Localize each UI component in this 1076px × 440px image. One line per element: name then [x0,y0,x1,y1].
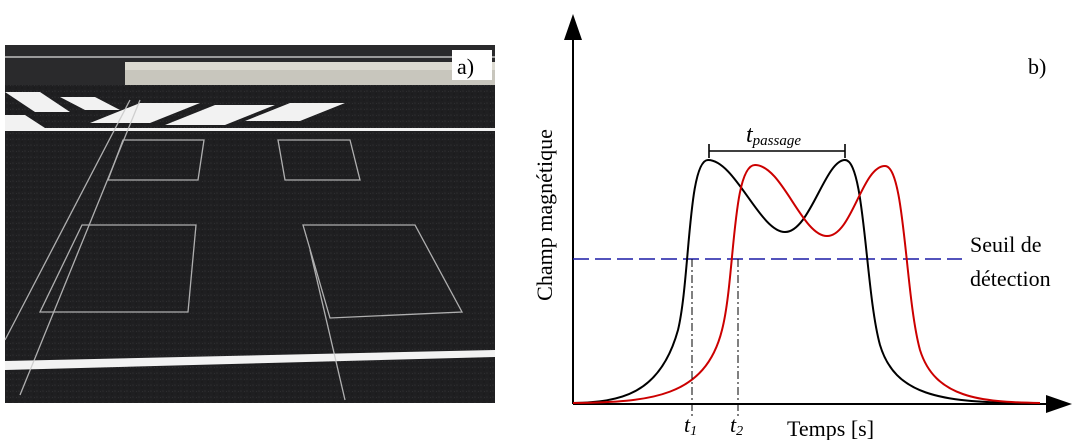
road-markings [5,92,495,131]
x-axis-arrow [1046,395,1072,413]
t2-label: t2 [730,412,743,439]
inductive-loops [4,99,464,401]
threshold-label-line2: détection [970,266,1051,291]
signal-curve-vehicle-1 [572,158,1021,404]
panel-a-label: a) [457,54,474,79]
x-axis-label: Temps [s] [787,416,874,440]
asphalt-surface [5,85,495,403]
signal-curve-vehicle-2 [572,163,1041,404]
lane-line [5,350,495,370]
threshold-label-line1: Seuil de [970,232,1042,257]
t-passage-label: tpassage [746,122,801,149]
y-axis-label: Champ magnétique [532,129,557,301]
y-axis-arrow [564,14,582,40]
panel-b-label: b) [1028,54,1046,79]
t-passage-bracket [708,144,846,158]
loop-detector-photo: a) [4,45,495,403]
t1-label: t1 [684,412,697,439]
magnetic-signal-diagram: tpassage t1 t2 Temps [s] Champ magnétiqu… [532,14,1072,440]
